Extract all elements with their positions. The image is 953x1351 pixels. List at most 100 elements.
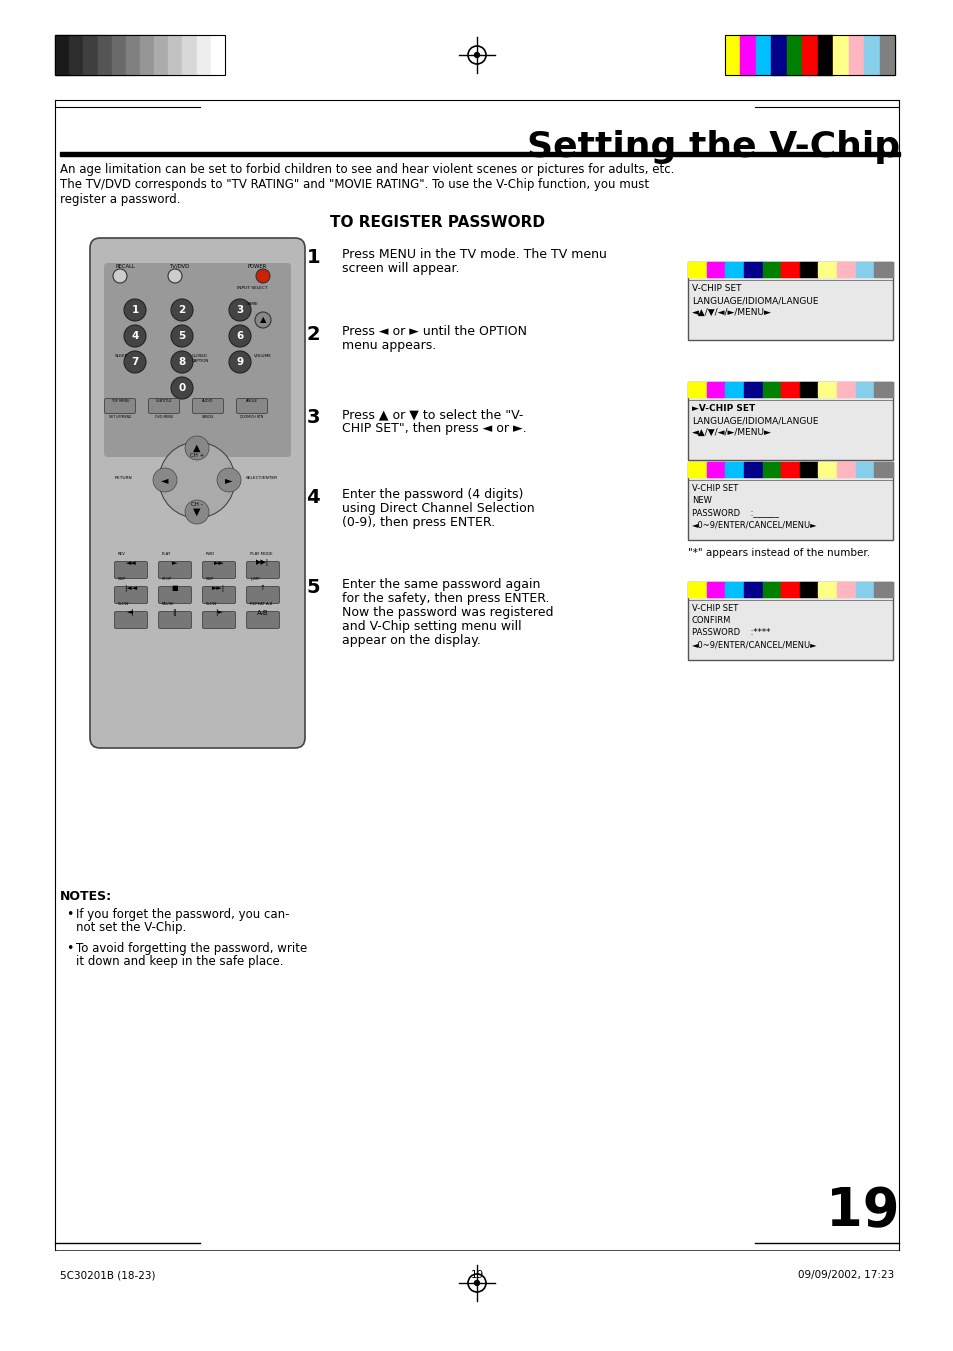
Bar	[687, 582, 706, 597]
Circle shape	[168, 269, 182, 282]
Text: RETURN: RETURN	[115, 476, 132, 480]
Text: 4: 4	[306, 488, 319, 507]
Text: 5C30201B (18-23): 5C30201B (18-23)	[60, 1270, 155, 1279]
Bar	[832, 35, 848, 76]
Circle shape	[216, 467, 241, 492]
Bar	[743, 582, 761, 597]
Text: 2: 2	[178, 305, 186, 315]
Circle shape	[254, 312, 271, 328]
Text: •: •	[66, 942, 73, 955]
Text: DVD MENU: DVD MENU	[154, 415, 172, 419]
Bar	[755, 35, 771, 76]
Bar	[724, 462, 743, 477]
FancyBboxPatch shape	[246, 612, 279, 628]
Bar	[60, 153, 899, 155]
Text: •: •	[66, 908, 73, 921]
Bar	[786, 35, 801, 76]
Bar	[112, 35, 126, 76]
FancyBboxPatch shape	[202, 612, 235, 628]
Text: ▲: ▲	[193, 443, 200, 453]
Text: TV/DVD: TV/DVD	[170, 263, 190, 269]
Circle shape	[185, 500, 209, 524]
Text: ►V-CHIP SET: ►V-CHIP SET	[691, 404, 755, 413]
FancyBboxPatch shape	[202, 562, 235, 578]
Bar	[855, 382, 874, 397]
Text: 5: 5	[306, 578, 319, 597]
Text: REPEAT A-B: REPEAT A-B	[250, 603, 273, 607]
Bar	[855, 462, 874, 477]
Text: CHIP SET", then press ◄ or ►.: CHIP SET", then press ◄ or ►.	[341, 422, 526, 435]
Text: ◄|: ◄|	[127, 609, 134, 616]
Circle shape	[152, 467, 177, 492]
Text: ↑: ↑	[260, 585, 266, 590]
FancyBboxPatch shape	[149, 399, 179, 413]
Bar	[126, 35, 140, 76]
Text: 09/09/2002, 17:23: 09/09/2002, 17:23	[797, 1270, 893, 1279]
Text: INPUT SELECT: INPUT SELECT	[236, 286, 267, 290]
Text: for the safety, then press ENTER.: for the safety, then press ENTER.	[341, 592, 549, 605]
Bar	[799, 382, 818, 397]
Text: ◄: ◄	[161, 476, 169, 485]
Circle shape	[255, 269, 270, 282]
Text: REV: REV	[118, 553, 126, 557]
Text: screen will appear.: screen will appear.	[341, 262, 459, 276]
Text: ||: ||	[172, 609, 177, 616]
Text: using Direct Channel Selection: using Direct Channel Selection	[341, 503, 534, 515]
Text: 3: 3	[306, 408, 319, 427]
Text: Enter the password (4 digits): Enter the password (4 digits)	[341, 488, 523, 501]
Text: An age limitation can be set to forbid children to see and hear violent scenes o: An age limitation can be set to forbid c…	[60, 163, 674, 205]
Text: SLEEP: SLEEP	[115, 354, 128, 358]
Text: PAUSE: PAUSE	[162, 603, 174, 607]
Text: SLOW: SLOW	[118, 603, 130, 607]
Circle shape	[474, 1281, 479, 1286]
Text: ANGLE: ANGLE	[246, 399, 257, 403]
Text: 4: 4	[132, 331, 138, 340]
Text: V-CHIP SET: V-CHIP SET	[691, 484, 738, 493]
Text: FWD: FWD	[206, 553, 214, 557]
Text: Press MENU in the TV mode. The TV menu: Press MENU in the TV mode. The TV menu	[341, 249, 606, 261]
Text: 5: 5	[178, 331, 186, 340]
Text: PLAY MODE: PLAY MODE	[250, 553, 273, 557]
Bar	[761, 262, 781, 277]
Bar	[818, 262, 836, 277]
Text: SET UP/MENU: SET UP/MENU	[109, 415, 132, 419]
Bar	[743, 462, 761, 477]
Bar	[799, 582, 818, 597]
Text: ◄0~9/ENTER/CANCEL/MENU►: ◄0~9/ENTER/CANCEL/MENU►	[691, 520, 817, 530]
Text: RECALL: RECALL	[115, 263, 134, 269]
Bar	[818, 462, 836, 477]
Circle shape	[171, 377, 193, 399]
Bar	[706, 262, 724, 277]
Bar	[724, 382, 743, 397]
Bar	[154, 35, 168, 76]
Text: STOP: STOP	[162, 577, 172, 581]
Text: SKIP: SKIP	[206, 577, 214, 581]
Text: 1: 1	[306, 249, 319, 267]
Text: it down and keep in the safe place.: it down and keep in the safe place.	[76, 955, 283, 969]
Bar	[817, 35, 832, 76]
Text: NOTES:: NOTES:	[60, 890, 112, 902]
FancyBboxPatch shape	[114, 612, 148, 628]
Text: LANGUAGE/IDIOMA/LANGUE: LANGUAGE/IDIOMA/LANGUE	[691, 296, 818, 305]
FancyBboxPatch shape	[158, 562, 192, 578]
Bar	[879, 35, 894, 76]
FancyBboxPatch shape	[158, 586, 192, 604]
Text: menu appears.: menu appears.	[341, 339, 436, 353]
FancyBboxPatch shape	[236, 399, 267, 413]
Bar	[140, 35, 154, 76]
Text: POWER: POWER	[248, 263, 267, 269]
Text: If you forget the password, you can-: If you forget the password, you can-	[76, 908, 289, 921]
Bar	[687, 462, 706, 477]
Text: ◄◄: ◄◄	[126, 561, 136, 566]
FancyBboxPatch shape	[246, 562, 279, 578]
Bar	[781, 582, 799, 597]
Circle shape	[124, 326, 146, 347]
Text: ◄▲/▼/◄/►/MENU►: ◄▲/▼/◄/►/MENU►	[691, 308, 771, 317]
Bar	[836, 262, 855, 277]
Circle shape	[171, 326, 193, 347]
Text: SKIP: SKIP	[118, 577, 127, 581]
Circle shape	[229, 351, 251, 373]
Text: 6: 6	[236, 331, 243, 340]
Circle shape	[171, 351, 193, 373]
Bar	[761, 382, 781, 397]
